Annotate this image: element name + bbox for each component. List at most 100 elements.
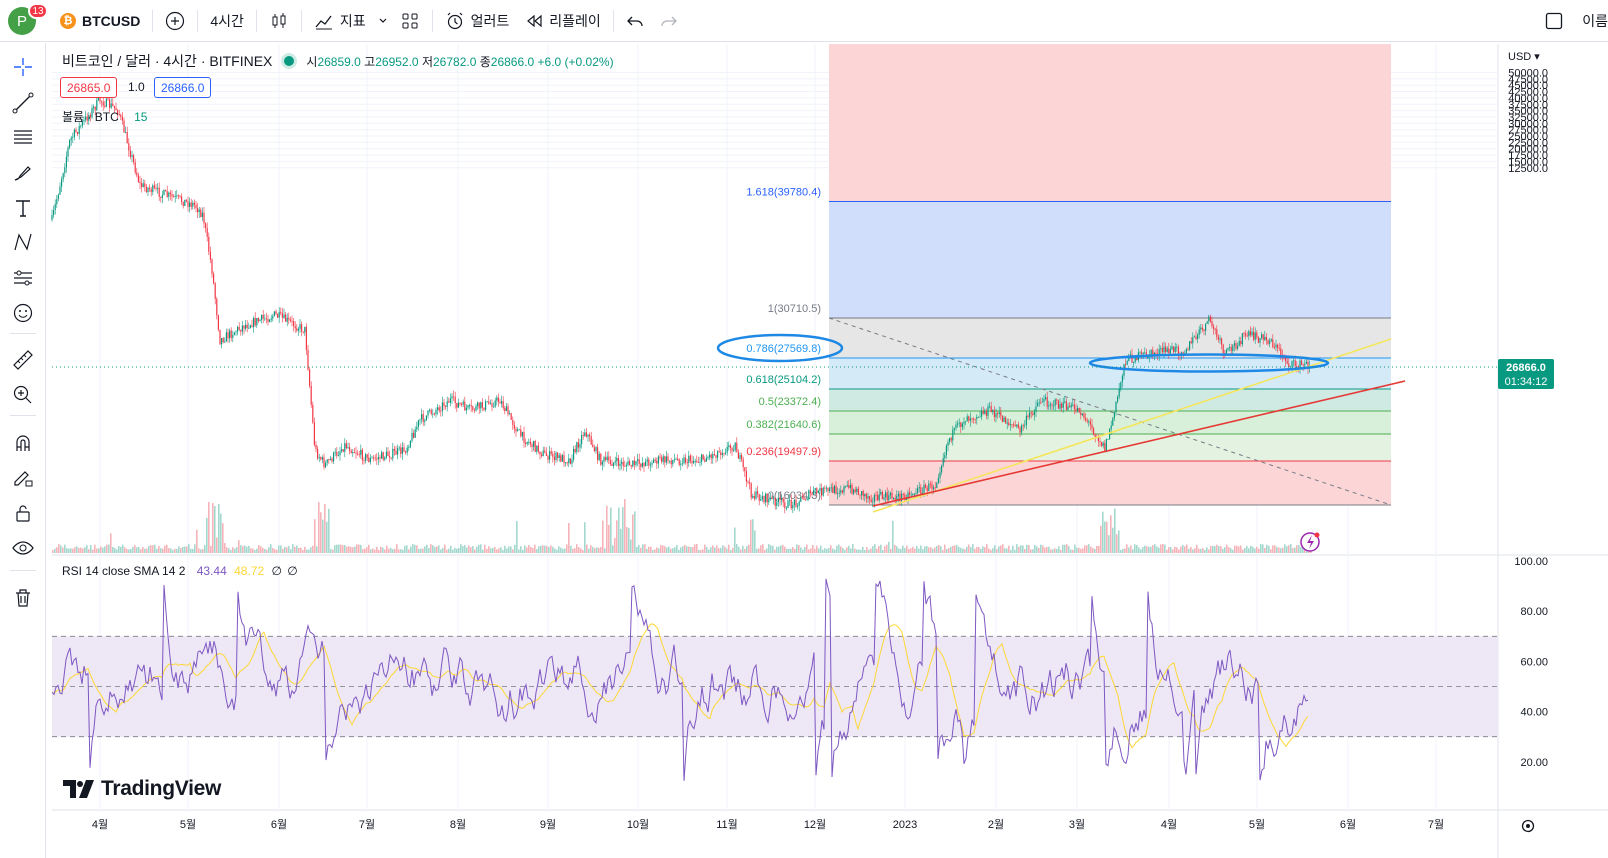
volume-bar (606, 505, 608, 553)
fib-level-label: 0.786(27569.8) (746, 343, 821, 355)
lock-all-tool[interactable] (8, 498, 38, 528)
current-price-tag[interactable] (1498, 359, 1554, 389)
candle-body (342, 449, 344, 452)
fib-level-label: 1(30710.5) (768, 303, 821, 315)
candle-body (1275, 344, 1277, 348)
candle-body (336, 451, 338, 456)
volume-bar (260, 546, 262, 553)
magnet-tool[interactable] (8, 428, 38, 458)
settings-gear-icon[interactable] (1521, 819, 1535, 833)
undo-button[interactable] (618, 5, 652, 37)
zoom-tool[interactable] (8, 380, 38, 410)
symbol-search-button[interactable]: ₿ BTCUSD (52, 5, 148, 37)
candle-body (1030, 412, 1032, 414)
divider (10, 333, 36, 334)
candle-body (718, 451, 720, 453)
trend-line-red[interactable] (872, 380, 1406, 507)
candle-body (376, 458, 378, 460)
layout-name[interactable]: 이름 (1582, 12, 1608, 29)
candle-body (456, 403, 458, 408)
redo-button[interactable] (652, 5, 686, 37)
candle-body (1192, 337, 1194, 344)
candle-body (286, 317, 288, 322)
volume-bar (372, 548, 374, 553)
candle-body (133, 155, 135, 163)
alert-button[interactable]: 얼러트 (437, 5, 518, 37)
fib-tool[interactable] (8, 122, 38, 152)
volume-bar (1030, 549, 1032, 553)
volume-bar (894, 544, 896, 553)
trend-line-tool[interactable] (8, 88, 38, 118)
volume-bar (694, 544, 696, 553)
volume-bar (312, 545, 314, 553)
lock-drawings-mode[interactable] (8, 463, 38, 493)
candle-body (198, 209, 200, 213)
volume-bar (864, 549, 866, 553)
measure-tool[interactable] (8, 345, 38, 375)
interval-button[interactable]: 4시간 (210, 12, 244, 29)
buy-price-button[interactable]: 26866.0 (154, 77, 212, 98)
volume-bar (926, 545, 928, 553)
candle-body (765, 493, 767, 503)
sell-price-button[interactable]: 26865.0 (60, 77, 118, 98)
symbol-title[interactable]: 비트코인 / 달러 · 4시간 · BITFINEX (62, 53, 273, 69)
layouts-button[interactable] (392, 5, 428, 37)
candle-body (1209, 316, 1211, 322)
annotation-ellipse[interactable] (716, 333, 844, 363)
crosshair-tool[interactable] (8, 52, 38, 82)
volume-bar (704, 544, 706, 553)
candle-body (1262, 334, 1264, 340)
volume-bar (174, 548, 176, 553)
rsi-legend[interactable]: RSI 14 close SMA 14 2 43.44 48.72 ∅ ∅ (62, 564, 298, 578)
volume-bar (784, 546, 786, 553)
candle-body (1198, 329, 1200, 335)
volume-bar (762, 544, 764, 553)
volume-bar (136, 547, 138, 553)
volume-bar (458, 547, 460, 553)
remove-drawings-tool[interactable] (8, 583, 38, 613)
candle-body (1171, 346, 1173, 350)
volume-bar (140, 549, 142, 553)
candle-body (1267, 340, 1269, 344)
brush-tool[interactable] (8, 158, 38, 188)
compare-button[interactable] (157, 5, 193, 37)
volume-bar (444, 544, 446, 553)
volume-bar (1244, 547, 1246, 553)
low-key: 저 (421, 54, 433, 69)
volume-legend[interactable]: 볼륨 · BTC 15 (62, 108, 147, 125)
volume-bar (1196, 544, 1198, 553)
indicators-dropdown[interactable] (374, 5, 392, 37)
candle-body (1221, 338, 1223, 345)
candle-body (157, 187, 159, 189)
price-axis-label: 42500.0 (1508, 87, 1548, 99)
text-tool[interactable] (8, 193, 38, 223)
forecast-tool[interactable] (8, 263, 38, 293)
candle-body (1097, 437, 1099, 442)
candle-body (1217, 336, 1219, 340)
indicators-button[interactable]: 지표 (306, 5, 374, 37)
volume-bar (224, 543, 226, 553)
chart-type-button[interactable] (261, 5, 297, 37)
volume-bar (1198, 548, 1200, 553)
annotation-ellipse[interactable] (1088, 353, 1330, 373)
candle-body (878, 494, 880, 501)
candle-body (67, 147, 69, 157)
volume-bar (450, 545, 452, 553)
pattern-tool[interactable] (8, 227, 38, 257)
candle-body (841, 490, 843, 493)
volume-bar (92, 549, 94, 553)
volume-bar (314, 519, 316, 553)
tradingview-logo[interactable]: TradingView (63, 777, 221, 801)
volume-bar (244, 545, 246, 553)
rsi-axis-label: 100.00 (1514, 556, 1548, 568)
replay-button[interactable]: 리플레이 (517, 5, 609, 37)
volume-bar (554, 548, 556, 553)
candle-body (886, 492, 888, 501)
volume-bar (406, 545, 408, 553)
hide-drawings-tool[interactable] (8, 533, 38, 563)
market-status-dot (284, 56, 295, 66)
emoji-tool[interactable] (8, 298, 38, 328)
candle-body (936, 482, 938, 488)
fullscreen-button[interactable] (1536, 5, 1572, 37)
